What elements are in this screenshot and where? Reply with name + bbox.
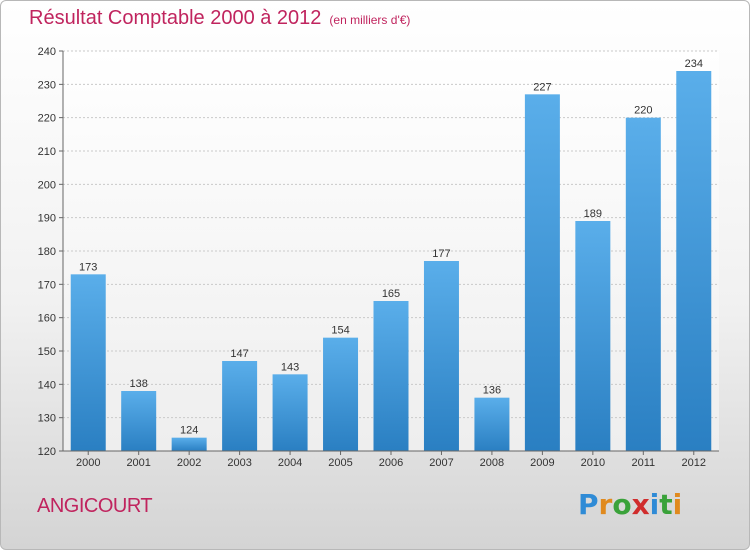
- bar-2000: [70, 274, 106, 451]
- x-tick-label-2006: 2006: [379, 457, 403, 469]
- y-tick-label: 170: [38, 279, 56, 291]
- x-tick-label-2011: 2011: [631, 457, 655, 469]
- data-label-2000: 173: [79, 261, 97, 273]
- grid-lines: [63, 50, 719, 452]
- data-label-2005: 154: [331, 325, 349, 337]
- y-tick-label: 200: [38, 179, 56, 191]
- bar-2002: [171, 437, 207, 451]
- data-label-2007: 177: [432, 248, 450, 260]
- bar-2009: [524, 94, 560, 451]
- data-label-2011: 220: [634, 105, 652, 117]
- bar-2006: [373, 301, 409, 451]
- bar-2010: [575, 221, 611, 451]
- chart-title-unit: (en milliers d'€): [329, 13, 411, 27]
- data-label-2012: 234: [685, 58, 703, 70]
- data-label-2002: 124: [180, 425, 198, 437]
- data-label-2009: 227: [533, 81, 551, 93]
- bars: [70, 71, 712, 452]
- y-tick-label: 130: [38, 413, 56, 425]
- x-tick-label-2002: 2002: [177, 457, 201, 469]
- bar-2003: [222, 361, 258, 451]
- bar-2001: [121, 391, 157, 451]
- data-labels: 173 138 124 147 143 154 165 177 136 227 189 220 234: [79, 58, 703, 437]
- bar-2012: [676, 71, 712, 451]
- x-tick-label-2008: 2008: [480, 457, 504, 469]
- bar-2008: [474, 397, 510, 451]
- chart-title: Résultat Comptable 2000 à 2012 (en millie…: [29, 7, 410, 30]
- x-tick-label-2009: 2009: [530, 457, 554, 469]
- data-label-2008: 136: [483, 385, 501, 397]
- data-label-2003: 147: [230, 348, 248, 360]
- x-tick-label-2001: 2001: [126, 457, 150, 469]
- y-tick-label: 180: [38, 246, 56, 258]
- data-label-2006: 165: [382, 288, 400, 300]
- bar-2005: [323, 337, 359, 451]
- x-tick-label-2012: 2012: [682, 457, 706, 469]
- y-tick-label: 120: [38, 446, 56, 458]
- bar-2004: [272, 374, 308, 451]
- x-tick-label-2007: 2007: [429, 457, 453, 469]
- proxiti-logo: Proxiti: [578, 488, 683, 521]
- x-tick-label-2005: 2005: [328, 457, 352, 469]
- x-tick-label-2004: 2004: [278, 457, 302, 469]
- town-name: ANGICOURT: [37, 495, 153, 517]
- y-tick-label: 240: [38, 46, 56, 58]
- y-tick-label: 160: [38, 313, 56, 325]
- chart-title-main: Résultat Comptable 2000 à 2012: [29, 7, 322, 29]
- data-label-2001: 138: [130, 378, 148, 390]
- y-tick-label: 210: [38, 146, 56, 158]
- x-tick-label-2003: 2003: [227, 457, 251, 469]
- bar-2007: [423, 261, 459, 451]
- x-tick-label-2000: 2000: [76, 457, 100, 469]
- y-tick-label: 190: [38, 213, 56, 225]
- bar-2011: [625, 117, 661, 452]
- x-tick-label-2010: 2010: [581, 457, 605, 469]
- y-tick-label: 140: [38, 379, 56, 391]
- data-label-2004: 143: [281, 361, 299, 373]
- axes: 120 130 140 150 160 170 180 190 200 210 220 230 240 2…: [38, 46, 719, 469]
- data-label-2010: 189: [584, 208, 602, 220]
- y-tick-label: 220: [38, 113, 56, 125]
- y-tick-label: 150: [38, 346, 56, 358]
- y-tick-label: 230: [38, 79, 56, 91]
